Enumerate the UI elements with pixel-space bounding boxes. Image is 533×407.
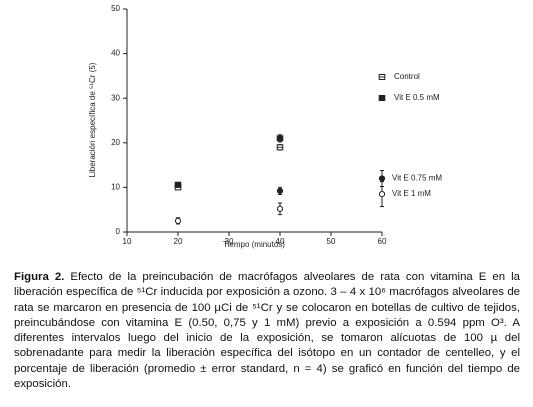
- y-tick-label: 10: [111, 183, 120, 192]
- legend-label: Control: [394, 72, 420, 81]
- data-point: [378, 175, 386, 182]
- x-axis-label: Tiempo (minutos): [223, 240, 285, 249]
- x-tick-label: 20: [174, 237, 183, 246]
- data-point: [276, 187, 284, 195]
- x-tick-label: 40: [276, 237, 285, 246]
- series-label: Vit E 0.75 mM: [392, 174, 442, 183]
- chart: Tiempo (minutos) Liberación específica d…: [88, 4, 442, 249]
- data-point: [378, 190, 386, 198]
- caption-label: Figura 2.: [14, 271, 65, 283]
- data-point: [174, 181, 182, 188]
- legend-marker: [378, 95, 386, 101]
- y-tick-label: 50: [111, 4, 120, 13]
- data-point: [174, 217, 182, 224]
- figure-caption: Figura 2. Efecto de la preincubación de …: [14, 270, 520, 392]
- y-tick-label: 40: [111, 49, 120, 58]
- x-tick-label: 60: [378, 237, 387, 246]
- legend-label: Vit E 0.5 mM: [394, 93, 440, 102]
- y-tick-label: 30: [111, 93, 120, 102]
- caption-text: Efecto de la preincubación de macrófagos…: [14, 271, 520, 391]
- y-tick-label: 0: [116, 227, 121, 236]
- series-label: Vit E 1 mM: [392, 189, 431, 198]
- y-axis-label: Liberación específica de ⁵¹Cr (5): [88, 62, 97, 177]
- x-tick-label: 30: [225, 237, 234, 246]
- data-point: [276, 135, 284, 142]
- x-tick-label: 10: [123, 237, 132, 246]
- y-tick-label: 20: [111, 138, 120, 147]
- data-point: [276, 205, 284, 212]
- x-tick-label: 50: [327, 237, 336, 246]
